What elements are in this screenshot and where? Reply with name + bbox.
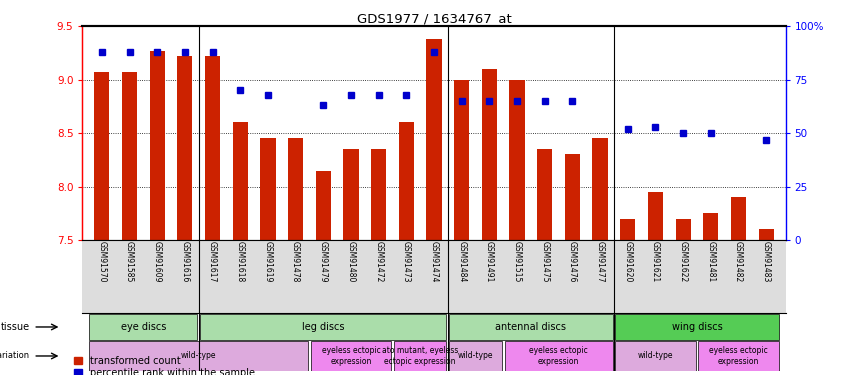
Text: GSM91484: GSM91484	[457, 242, 466, 283]
Text: eyeless ectopic
expression: eyeless ectopic expression	[529, 346, 588, 366]
Text: GSM91616: GSM91616	[181, 242, 189, 283]
Text: GSM91570: GSM91570	[97, 242, 107, 283]
Text: GSM91622: GSM91622	[679, 242, 687, 283]
Bar	[316, 171, 331, 240]
Text: wing discs: wing discs	[672, 322, 722, 332]
Bar	[759, 229, 773, 240]
Text: genotype/variation: genotype/variation	[0, 351, 30, 360]
Bar	[731, 197, 746, 240]
Bar	[149, 51, 165, 240]
Text: GSM91491: GSM91491	[485, 242, 494, 283]
Bar	[344, 149, 358, 240]
Legend: transformed count, percentile rank within the sample: transformed count, percentile rank withi…	[75, 356, 255, 375]
Bar	[454, 80, 470, 240]
Bar	[482, 69, 497, 240]
Text: GSM91483: GSM91483	[761, 242, 771, 283]
Text: wild-type: wild-type	[181, 351, 216, 360]
Text: GSM91515: GSM91515	[512, 242, 522, 283]
Text: GSM91477: GSM91477	[595, 242, 605, 283]
Bar	[675, 219, 691, 240]
Bar	[371, 149, 386, 240]
Text: GSM91476: GSM91476	[568, 242, 577, 283]
Text: GSM91479: GSM91479	[319, 242, 328, 283]
Text: leg discs: leg discs	[302, 322, 345, 332]
Text: GSM91481: GSM91481	[707, 242, 715, 283]
Bar	[205, 56, 220, 240]
FancyBboxPatch shape	[450, 314, 613, 340]
Text: GSM91480: GSM91480	[346, 242, 356, 283]
FancyBboxPatch shape	[450, 341, 502, 370]
Bar	[565, 154, 580, 240]
Bar	[648, 192, 663, 240]
FancyBboxPatch shape	[699, 341, 779, 370]
Bar	[620, 219, 635, 240]
Text: eye discs: eye discs	[121, 322, 166, 332]
Text: GSM91609: GSM91609	[153, 242, 161, 283]
FancyBboxPatch shape	[504, 341, 613, 370]
Text: eyeless ectopic
expression: eyeless ectopic expression	[709, 346, 768, 366]
FancyBboxPatch shape	[615, 314, 779, 340]
Bar	[233, 122, 248, 240]
FancyBboxPatch shape	[394, 341, 446, 370]
Text: GSM91617: GSM91617	[208, 242, 217, 283]
FancyBboxPatch shape	[615, 341, 695, 370]
FancyBboxPatch shape	[89, 314, 197, 340]
Text: GSM91472: GSM91472	[374, 242, 383, 283]
Text: eyeless ectopic
expression: eyeless ectopic expression	[321, 346, 380, 366]
Text: GSM91618: GSM91618	[236, 242, 245, 283]
FancyBboxPatch shape	[201, 314, 446, 340]
Text: tissue: tissue	[1, 322, 30, 332]
FancyBboxPatch shape	[311, 341, 391, 370]
Text: wild-type: wild-type	[638, 351, 674, 360]
Bar	[177, 56, 193, 240]
Bar	[703, 213, 719, 240]
Bar	[510, 80, 524, 240]
Text: GSM91482: GSM91482	[734, 242, 743, 283]
Bar	[426, 39, 442, 240]
Bar	[398, 122, 414, 240]
Text: GSM91474: GSM91474	[430, 242, 438, 283]
Text: GSM91585: GSM91585	[125, 242, 134, 283]
Text: GSM91475: GSM91475	[540, 242, 549, 283]
Text: wild-type: wild-type	[457, 351, 493, 360]
Title: GDS1977 / 1634767_at: GDS1977 / 1634767_at	[357, 12, 511, 25]
Text: GSM91473: GSM91473	[402, 242, 411, 283]
Text: ato mutant, eyeless
ectopic expression: ato mutant, eyeless ectopic expression	[382, 346, 458, 366]
Bar	[122, 72, 137, 240]
Text: antennal discs: antennal discs	[496, 322, 567, 332]
Bar	[288, 138, 303, 240]
Bar	[593, 138, 608, 240]
Bar	[95, 72, 109, 240]
Text: GSM91478: GSM91478	[291, 242, 300, 283]
FancyBboxPatch shape	[89, 341, 308, 370]
Text: GSM91621: GSM91621	[651, 242, 660, 283]
Text: GSM91619: GSM91619	[263, 242, 273, 283]
Bar	[537, 149, 552, 240]
Bar	[260, 138, 275, 240]
Text: GSM91620: GSM91620	[623, 242, 632, 283]
